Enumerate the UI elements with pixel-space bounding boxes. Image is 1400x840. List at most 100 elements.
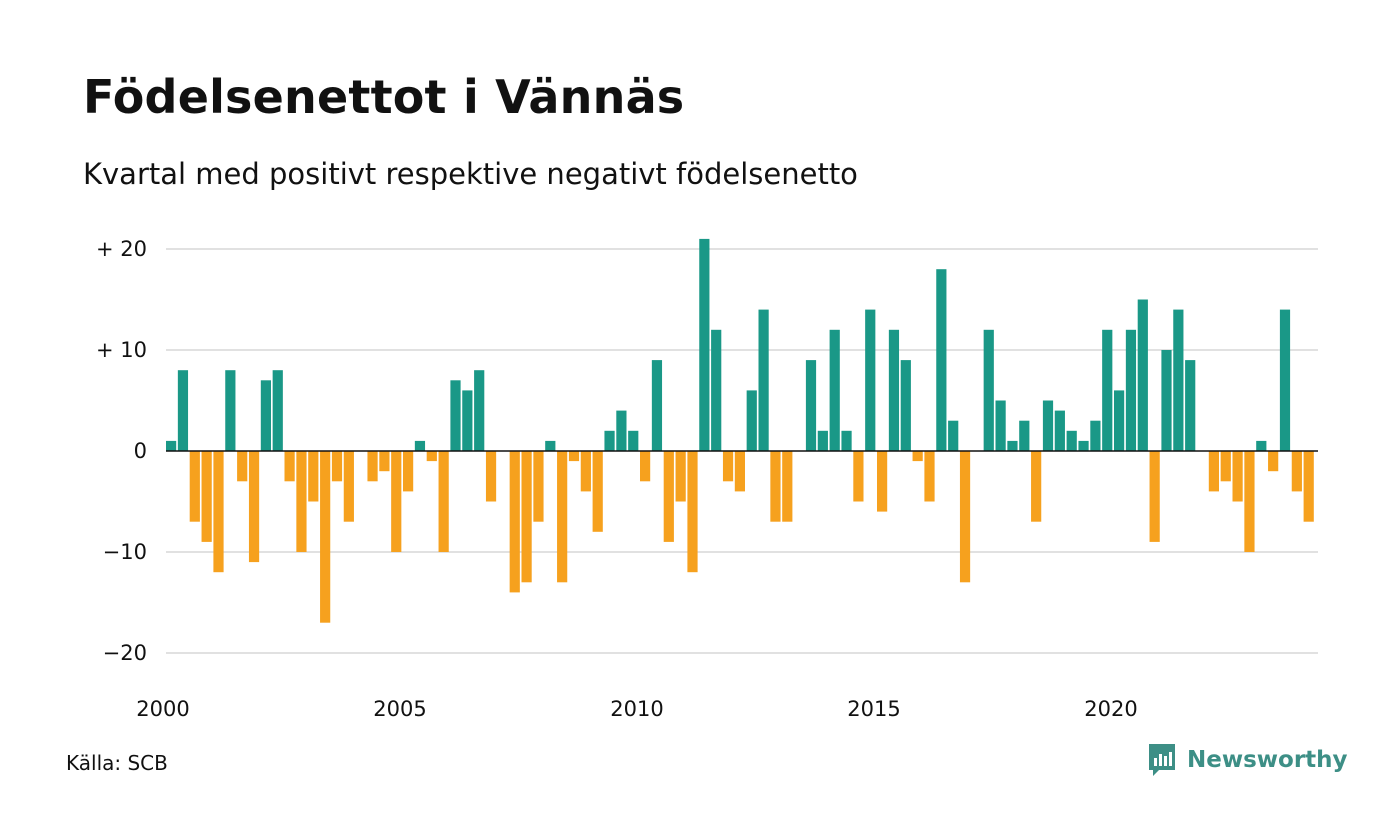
- bar-negative: [782, 451, 793, 522]
- bar-positive: [711, 329, 722, 451]
- bar-negative: [568, 451, 580, 462]
- bar-positive: [841, 430, 852, 451]
- bar-negative: [284, 451, 295, 482]
- bar-positive: [865, 309, 876, 451]
- bar-negative: [1244, 451, 1255, 552]
- bar-negative: [379, 451, 390, 472]
- tick-labels: + 20 + 10 0 −10 −20 2000 2005 2010 2015 2020: [96, 237, 1138, 721]
- x-tick-label: 2015: [847, 697, 900, 721]
- bar-negative: [734, 451, 745, 492]
- bar-negative: [438, 451, 449, 552]
- y-tick-label: 0: [134, 439, 147, 463]
- bar-negative: [403, 451, 414, 492]
- bar-positive: [628, 430, 639, 451]
- bar-negative: [1208, 451, 1219, 492]
- bar-positive: [1256, 440, 1267, 451]
- brand-name: Newsworthy: [1187, 747, 1348, 773]
- bar-negative: [877, 451, 888, 512]
- bar-negative: [1031, 451, 1042, 522]
- bar-positive: [1161, 350, 1172, 451]
- bar-positive: [746, 390, 757, 451]
- bar-negative: [557, 451, 568, 583]
- bar-negative: [521, 451, 532, 583]
- bar-negative: [592, 451, 603, 532]
- bar-negative: [367, 451, 378, 482]
- bar-positive: [604, 430, 615, 451]
- bar-negative: [580, 451, 591, 492]
- bar-positive: [616, 410, 627, 451]
- y-tick-label: −10: [103, 540, 147, 564]
- y-tick-label: + 10: [96, 338, 147, 362]
- bar-negative: [1303, 451, 1314, 522]
- bar-positive: [474, 370, 485, 451]
- bar-positive: [1185, 360, 1196, 451]
- y-tick-label: + 20: [96, 237, 147, 261]
- chat-bar-chart-icon: [1149, 744, 1175, 776]
- bar-positive: [545, 440, 556, 451]
- chart-subtitle: Kvartal med positivt respektive negativt…: [83, 157, 858, 191]
- bar-negative: [770, 451, 781, 522]
- bar-positive: [948, 420, 959, 451]
- bar-positive: [414, 440, 426, 451]
- bar-negative: [687, 451, 698, 573]
- bar-positive: [1019, 420, 1030, 451]
- bar-negative: [391, 451, 402, 552]
- bar-positive: [829, 329, 840, 451]
- bar-negative: [343, 451, 354, 522]
- chart-title: Födelsenettot i Vännäs: [83, 70, 685, 124]
- bar-positive: [651, 360, 663, 451]
- bar-positive: [1066, 430, 1077, 451]
- bar-negative: [1232, 451, 1243, 502]
- bar-positive: [1078, 440, 1089, 451]
- bar-positive: [272, 370, 283, 451]
- bar-negative: [853, 451, 864, 502]
- bar-positive: [699, 238, 710, 451]
- bar-positive: [1007, 440, 1018, 451]
- bar-negative: [485, 451, 497, 502]
- bar-negative: [296, 451, 307, 552]
- bar-negative: [426, 451, 437, 462]
- bar-positive: [1090, 420, 1101, 451]
- bar-positive: [1114, 390, 1125, 451]
- bar-positive: [166, 440, 177, 451]
- bar-positive: [983, 329, 994, 451]
- bar-positive: [260, 380, 271, 451]
- bar-negative: [1268, 451, 1279, 472]
- bar-negative: [331, 451, 343, 482]
- x-tick-label: 2000: [136, 697, 189, 721]
- bar-negative: [912, 451, 923, 462]
- bars: [166, 238, 1314, 623]
- bar-positive: [1279, 309, 1291, 451]
- bar-negative: [663, 451, 674, 542]
- x-tick-label: 2005: [373, 697, 426, 721]
- bar-negative: [213, 451, 224, 573]
- bar-positive: [1125, 329, 1137, 451]
- bar-positive: [900, 360, 911, 451]
- bar-positive: [1102, 329, 1113, 451]
- bar-positive: [462, 390, 473, 451]
- bar-negative: [1149, 451, 1160, 542]
- bar-negative: [189, 451, 200, 522]
- bar-negative: [640, 451, 651, 482]
- bar-negative: [1220, 451, 1231, 482]
- bar-positive: [225, 370, 236, 451]
- bar-positive: [936, 269, 947, 451]
- bar-positive: [450, 380, 461, 451]
- bar-positive: [995, 400, 1006, 451]
- bar-positive: [888, 329, 900, 451]
- y-tick-label: −20: [103, 641, 147, 665]
- bar-positive: [1054, 410, 1065, 451]
- bar-negative: [924, 451, 935, 502]
- bar-negative: [509, 451, 520, 593]
- bar-negative: [320, 451, 331, 623]
- bar-negative: [201, 451, 212, 542]
- bar-positive: [1042, 400, 1054, 451]
- x-tick-label: 2020: [1084, 697, 1137, 721]
- bar-positive: [805, 360, 817, 451]
- bar-negative: [237, 451, 248, 482]
- bar-negative: [1291, 451, 1302, 492]
- bar-negative: [248, 451, 260, 563]
- brand-logo: Newsworthy: [1147, 742, 1348, 778]
- bar-positive: [758, 309, 769, 451]
